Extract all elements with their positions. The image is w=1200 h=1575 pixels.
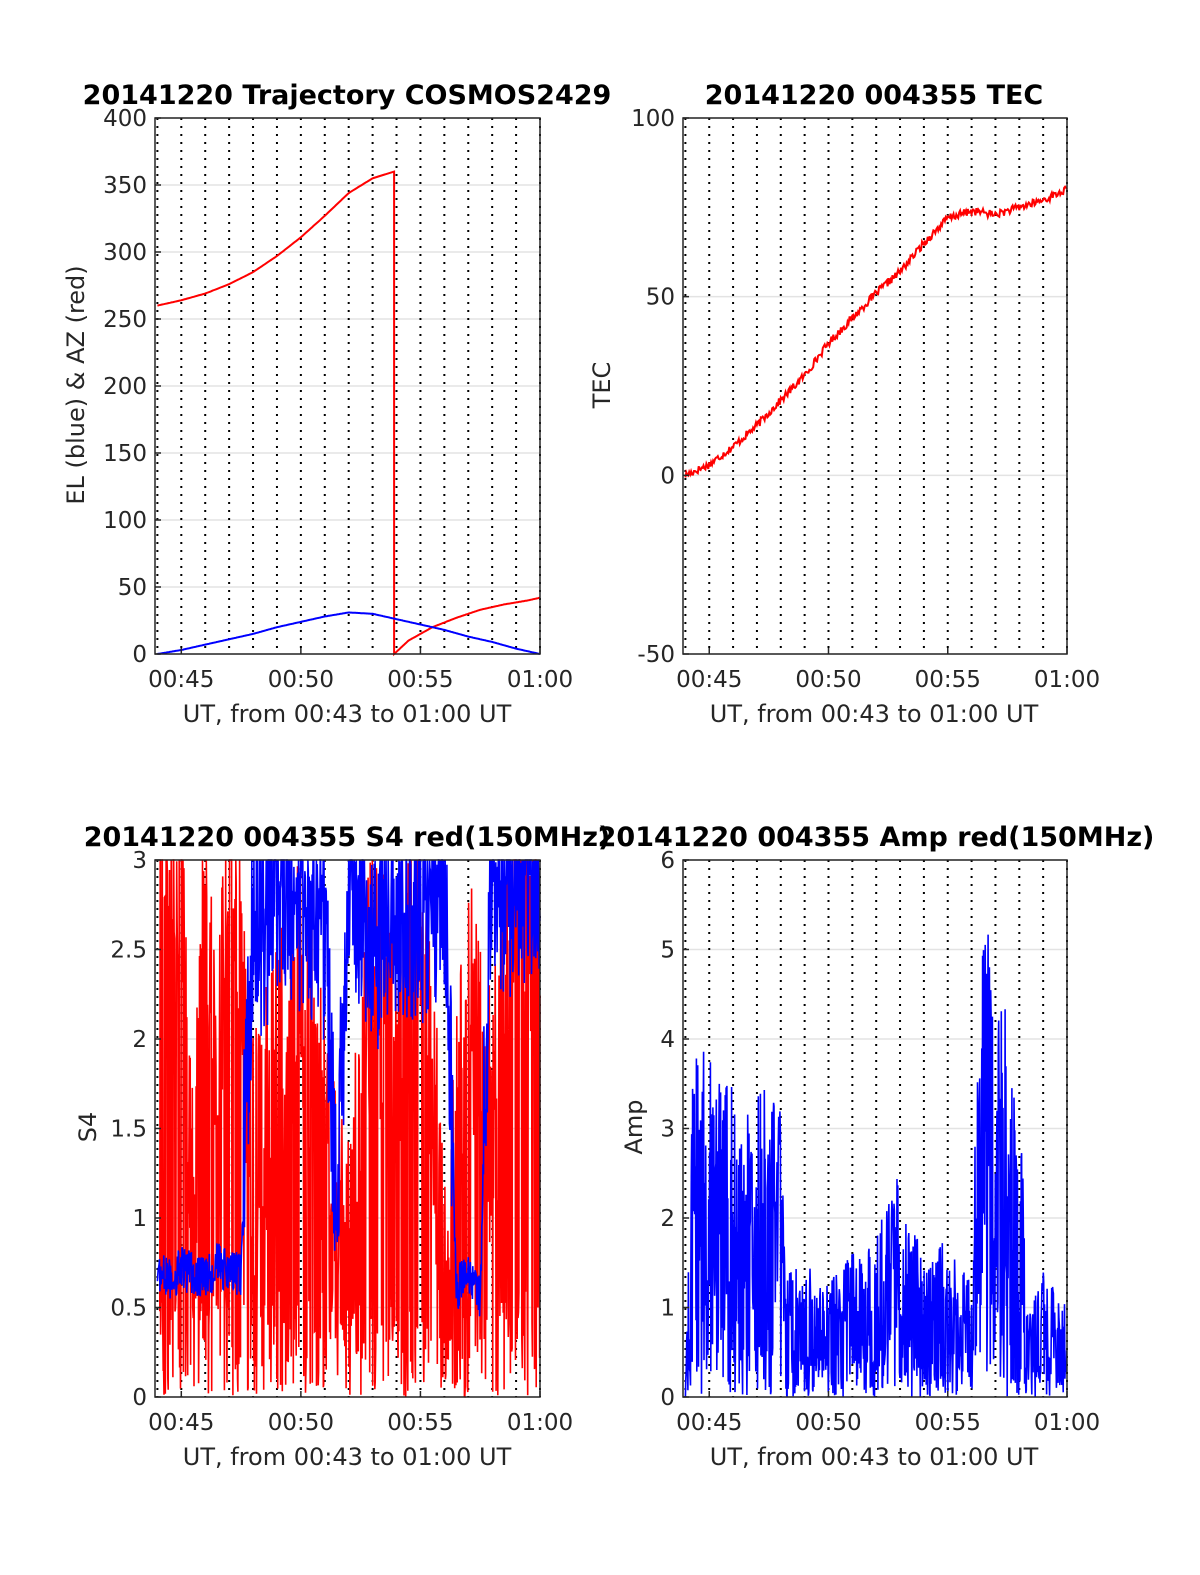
x-tick-label: 00:55 bbox=[915, 667, 981, 693]
y-tick-label: 0.5 bbox=[110, 1296, 147, 1322]
y-tick-label: 0 bbox=[132, 1385, 147, 1411]
y-tick-label: 50 bbox=[118, 575, 147, 601]
y-tick-label: 6 bbox=[660, 848, 675, 874]
panel-title: 20141220 004355 TEC bbox=[705, 80, 1044, 111]
x-tick-label: 00:45 bbox=[676, 1410, 742, 1436]
panel-s4: 20141220 004355 S4 red(150MHz) S4 UT, fr… bbox=[74, 822, 610, 1471]
x-tick-label: 01:00 bbox=[1034, 667, 1100, 693]
x-tick-label: 00:50 bbox=[268, 1410, 334, 1436]
y-axis-label: S4 bbox=[74, 1112, 102, 1143]
y-tick-label: 0 bbox=[660, 463, 675, 489]
y-tick-label: 300 bbox=[103, 240, 147, 266]
x-axis-label: UT, from 00:43 to 01:00 UT bbox=[710, 700, 1039, 728]
y-tick-label: 200 bbox=[103, 374, 147, 400]
y-tick-label: 350 bbox=[103, 173, 147, 199]
y-tick-label: 1.5 bbox=[110, 1117, 147, 1143]
series-line bbox=[157, 170, 541, 657]
panel-trajectory: 20141220 Trajectory COSMOS2429 EL (blue)… bbox=[62, 80, 611, 728]
x-tick-label: 00:50 bbox=[268, 667, 334, 693]
y-tick-label: 100 bbox=[631, 106, 675, 132]
panel-title: 20141220 Trajectory COSMOS2429 bbox=[83, 80, 612, 111]
y-tick-label: 1 bbox=[660, 1296, 675, 1322]
y-tick-label: 0 bbox=[660, 1385, 675, 1411]
y-tick-label: 0 bbox=[132, 642, 147, 668]
panel-title: 20141220 004355 S4 red(150MHz) bbox=[84, 822, 611, 853]
y-tick-label: 2 bbox=[660, 1206, 675, 1232]
y-tick-label: 5 bbox=[660, 938, 675, 964]
y-tick-label: 2.5 bbox=[110, 938, 147, 964]
x-axis-label: UT, from 00:43 to 01:00 UT bbox=[183, 700, 512, 728]
x-axis-label: UT, from 00:43 to 01:00 UT bbox=[710, 1443, 1039, 1471]
y-tick-label: 100 bbox=[103, 508, 147, 534]
panel-tec: 20141220 004355 TEC TEC UT, from 00:43 t… bbox=[588, 80, 1100, 728]
x-tick-label: 00:55 bbox=[387, 1410, 453, 1436]
y-tick-label: 2 bbox=[132, 1027, 147, 1053]
y-tick-label: 1 bbox=[132, 1206, 147, 1232]
x-tick-label: 01:00 bbox=[507, 667, 573, 693]
x-tick-label: 00:55 bbox=[915, 1410, 981, 1436]
series-line bbox=[157, 611, 541, 655]
series-line bbox=[684, 934, 1068, 1398]
panel-title: 20141220 004355 Amp red(150MHz) bbox=[598, 822, 1155, 853]
y-tick-label: 400 bbox=[103, 106, 147, 132]
y-tick-label: 50 bbox=[646, 285, 675, 311]
x-tick-label: 00:55 bbox=[387, 667, 453, 693]
x-tick-label: 01:00 bbox=[507, 1410, 573, 1436]
x-axis-label: UT, from 00:43 to 01:00 UT bbox=[183, 1443, 512, 1471]
series-line bbox=[159, 859, 541, 1398]
y-tick-label: 250 bbox=[103, 307, 147, 333]
x-tick-label: 00:50 bbox=[795, 667, 861, 693]
x-tick-label: 00:50 bbox=[795, 1410, 861, 1436]
y-tick-label: 3 bbox=[660, 1117, 675, 1143]
x-tick-label: 00:45 bbox=[676, 667, 742, 693]
y-axis-label: Amp bbox=[620, 1099, 648, 1154]
y-axis-label: TEC bbox=[588, 362, 616, 410]
y-tick-label: 150 bbox=[103, 441, 147, 467]
series-line bbox=[684, 185, 1068, 478]
panel-amp: 20141220 004355 Amp red(150MHz) Amp UT, … bbox=[598, 822, 1155, 1471]
y-axis-label: EL (blue) & AZ (red) bbox=[62, 265, 90, 504]
axes-frame bbox=[682, 117, 1068, 655]
x-tick-label: 00:45 bbox=[148, 667, 214, 693]
y-tick-label: 4 bbox=[660, 1027, 675, 1053]
y-tick-label: -50 bbox=[637, 642, 675, 668]
y-tick-label: 3 bbox=[132, 848, 147, 874]
x-tick-label: 01:00 bbox=[1034, 1410, 1100, 1436]
x-tick-label: 00:45 bbox=[148, 1410, 214, 1436]
